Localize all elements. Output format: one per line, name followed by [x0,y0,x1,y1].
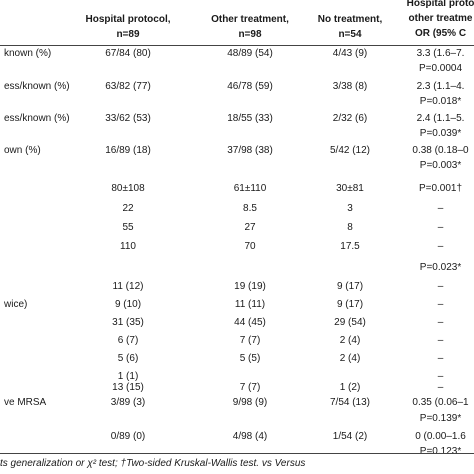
table-cell-c1: 80±108 [111,183,145,194]
table-cell-c4: 2.4 (1.1–5. [416,113,465,124]
table-cell-label: ve MRSA [4,397,47,408]
table-cell-c4: – [437,382,444,393]
table-cell-c2: 7 (7) [239,382,261,393]
table-cell-c2: 46/78 (59) [227,81,273,92]
bottom-rule [0,453,474,454]
header-hospital-protocol: Hospital protocol, n=89 [78,12,178,42]
table-cell-c4: 0.38 (0.18–0 [412,145,469,156]
header-odds-ratio: Hospital proto other treatme OR (95% C [398,0,474,41]
table-cell-c3: 3/38 (8) [332,81,368,92]
table-cell-c4: – [437,299,444,310]
table-cell-c2: 18/55 (33) [227,113,273,124]
table-cell-c1: 6 (7) [117,335,139,346]
table-cell-c2: 7 (7) [239,335,261,346]
table-cell-c1: 110 [120,241,136,252]
table-cell-c4: 3.3 (1.6–7. [416,48,465,59]
table-cell-c2: 9/98 (9) [232,397,268,408]
table-cell-c3: 9 (17) [336,281,364,292]
header-hospital-protocol-line1: Hospital protocol, [85,14,171,25]
table-cell-c2: 27 [244,222,256,233]
table-cell-c4: 0 (0.00–1.6 [415,431,466,442]
table-cell-c4: 2.3 (1.1–4. [416,81,465,92]
table-cell-c4: P=0.0004 [418,63,463,74]
table-cell-c4: – [437,371,444,382]
table-cell-label: own (%) [4,145,41,156]
table-cell-c4: P=0.039* [419,128,462,139]
table-cell-c2: 8.5 [243,203,257,214]
table-cell-c4: P=0.023* [419,262,462,273]
table-cell-c2: 4/98 (4) [232,431,268,442]
header-other-treatment-line2: n=98 [238,29,262,40]
header-odds-ratio-line3: OR (95% C [414,28,467,39]
table-cell-c1: 55 [122,222,134,233]
table-cell-c2: 11 (11) [234,299,266,310]
table-cell-c3: 2 (4) [339,335,361,346]
table-cell-label: ess/known (%) [4,113,70,124]
table-cell-c4: P=0.003* [419,160,462,171]
table-cell-c4: – [437,241,444,252]
table-cell-c2: 70 [244,241,256,252]
table-cell-c3: 7/54 (13) [329,397,371,408]
table-cell-c1: 11 (12) [112,281,144,292]
table-cell-c4: – [437,335,444,346]
table-cell-c4: – [437,281,444,292]
table-cell-c1: 22 [122,203,134,214]
table-cell-c3: 9 (17) [336,299,364,310]
table-cell-c4: – [437,353,444,364]
table-cell-c4: P=0.123* [419,446,462,457]
header-rule [0,45,474,46]
table-cell-c3: 29 (54) [334,317,366,328]
table-cell-c4: P=0.018* [419,96,462,107]
table-cell-c2: 5 (5) [239,353,261,364]
table-cell-c4: – [437,317,444,328]
table-cell-c1: 63/82 (77) [105,81,151,92]
header-odds-ratio-line2: other treatme [408,13,473,24]
header-no-treatment: No treatment, n=54 [300,12,400,42]
table-cell-c2: 37/98 (38) [227,145,273,156]
header-other-treatment: Other treatment, n=98 [195,12,305,42]
table-cell-c1: 16/89 (18) [105,145,151,156]
table-cell-c3: 2 (4) [339,353,361,364]
table-cell-c4: 0.35 (0.06–1 [412,397,469,408]
table-cell-c3: 5/42 (12) [329,145,371,156]
table-footnote: ts generalization or χ² test; †Two-sided… [0,458,306,469]
table-cell-c1: 1 (1) [117,371,139,382]
table-cell-c3: 8 [347,222,353,233]
table-cell-c1: 67/84 (80) [105,48,151,59]
table-cell-c1: 0/89 (0) [110,431,146,442]
table-cell-c2: 48/89 (54) [227,48,273,59]
table-cell-c1: 33/62 (53) [105,113,151,124]
header-odds-ratio-line1: Hospital proto [406,0,474,9]
table-cell-label: known (%) [4,48,52,59]
header-no-treatment-line2: n=54 [338,29,362,40]
table-cell-c4: – [437,203,444,214]
table-cell-c3: 17.5 [340,241,360,252]
table-cell-c4: P=0.001† [418,183,463,194]
header-no-treatment-line1: No treatment, [317,14,383,25]
table-cell-c3: 2/32 (6) [332,113,368,124]
table-cell-c1: 9 (10) [114,299,142,310]
table-cell-c2: 61±110 [233,183,267,194]
table-cell-c4: P=0.139* [419,413,462,424]
table-cell-c1: 31 (35) [112,317,144,328]
table-cell-c2: 44 (45) [234,317,266,328]
table-cell-c3: 3 [347,203,353,214]
table-cell-c1: 3/89 (3) [110,397,146,408]
table-cell-c3: 30±81 [336,183,364,194]
table-cell-c2: 19 (19) [234,281,266,292]
table-cell-label: wice) [4,299,28,310]
table-cell-c3: 1/54 (2) [332,431,368,442]
header-hospital-protocol-line2: n=89 [116,29,140,40]
table-cell-label: ess/known (%) [4,81,70,92]
table-cell-c3: 4/43 (9) [332,48,368,59]
header-other-treatment-line1: Other treatment, [211,14,289,25]
table-cell-c1: 5 (6) [117,353,139,364]
table-cell-c4: – [437,222,444,233]
table-cell-c3: 1 (2) [339,382,361,393]
table-cell-c1: 13 (15) [112,382,144,393]
